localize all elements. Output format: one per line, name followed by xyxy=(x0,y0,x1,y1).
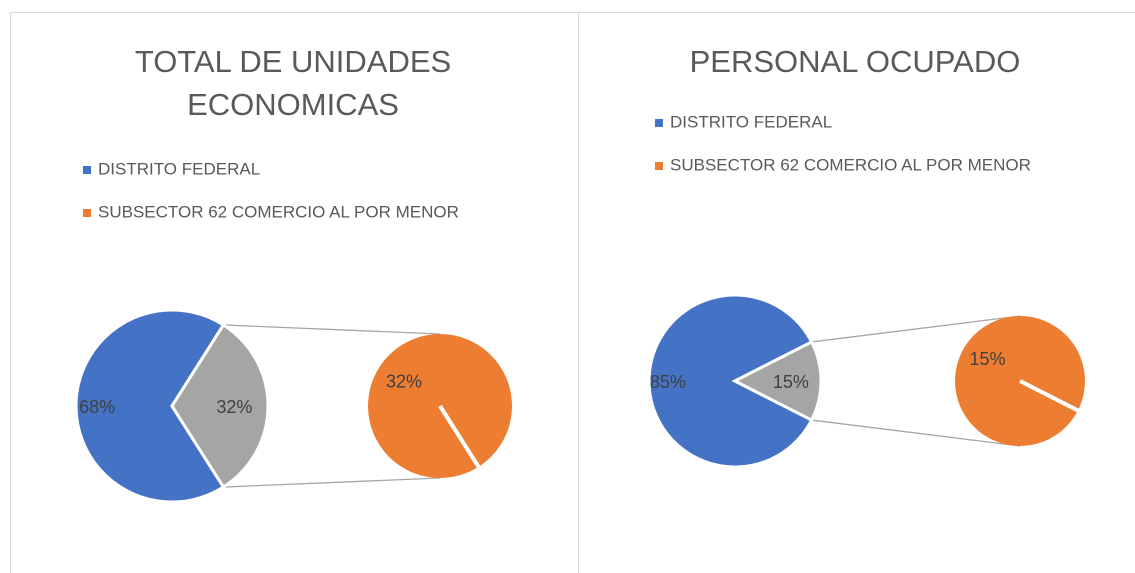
data-label: 15% xyxy=(773,372,809,392)
chart-title: PERSONAL OCUPADO xyxy=(689,44,1021,79)
legend-label: SUBSECTOR 62 COMERCIO AL POR MENOR xyxy=(670,155,1031,174)
data-label: 68% xyxy=(79,397,115,417)
legend-swatch xyxy=(83,209,91,217)
chart-title: TOTAL DE UNIDADES ECONOMICAS xyxy=(134,44,452,122)
data-label: 85% xyxy=(650,372,686,392)
legend-label: SUBSECTOR 62 COMERCIO AL POR MENOR xyxy=(98,202,459,221)
slice-border xyxy=(1019,379,1080,413)
legend-label: DISTRITO FEDERAL xyxy=(98,159,260,178)
legend-label: DISTRITO FEDERAL xyxy=(670,112,832,131)
slice-border xyxy=(438,404,481,469)
legend-swatch xyxy=(655,162,663,170)
data-label: 32% xyxy=(216,397,252,417)
pie-slice-other xyxy=(170,322,270,490)
connector xyxy=(223,477,441,488)
pie-slice xyxy=(74,308,226,504)
legend-swatch xyxy=(655,119,663,127)
data-label: 15% xyxy=(969,349,1005,369)
connector xyxy=(811,315,1021,343)
pie-slice-other xyxy=(731,339,823,423)
pie-slice xyxy=(647,293,814,469)
data-label: 32% xyxy=(386,372,422,392)
legend-swatch xyxy=(83,166,91,174)
connector xyxy=(811,419,1021,447)
connector xyxy=(223,324,441,335)
